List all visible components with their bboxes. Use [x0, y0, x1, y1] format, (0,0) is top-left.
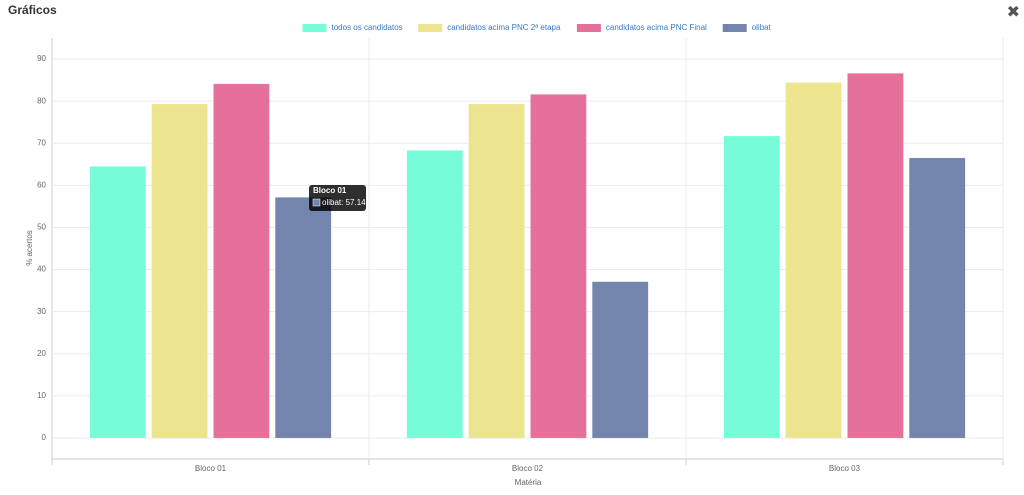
y-axis-label: % acertos — [25, 230, 34, 266]
y-tick-label: 20 — [37, 349, 46, 358]
y-tick-label: 30 — [37, 307, 46, 316]
bar — [89, 166, 146, 438]
y-tick-label: 90 — [37, 54, 46, 63]
close-button[interactable]: ✖ — [1006, 4, 1020, 21]
bar — [723, 136, 780, 438]
x-tick-label: Bloco 03 — [829, 464, 861, 473]
y-tick-label: 0 — [42, 433, 47, 442]
bar — [468, 104, 525, 438]
bar — [847, 73, 904, 438]
y-tick-label: 50 — [37, 223, 46, 232]
y-tick-label: 80 — [37, 96, 46, 105]
tooltip-swatch — [312, 198, 321, 207]
bar — [785, 82, 842, 438]
tooltip-text: olibat: 57.14 — [322, 198, 366, 207]
x-tick-label: Bloco 01 — [195, 464, 227, 473]
legend-swatch — [418, 24, 443, 32]
y-tick-label: 60 — [37, 180, 46, 189]
header-title: Gráficos — [8, 3, 57, 17]
bar — [530, 94, 587, 438]
legend-label[interactable]: candidatos acima PNC 2ª etapa — [447, 23, 561, 32]
bar — [592, 281, 649, 438]
y-tick-label: 70 — [37, 138, 46, 147]
legend-label[interactable]: olibat — [752, 23, 772, 32]
legend-swatch — [722, 24, 747, 32]
y-tick-label: 40 — [37, 265, 46, 274]
tooltip-title: Bloco 01 — [313, 186, 347, 195]
bar — [909, 157, 966, 438]
x-tick-label: Bloco 02 — [512, 464, 544, 473]
legend-swatch — [576, 24, 601, 32]
legend-label[interactable]: candidatos acima PNC Final — [606, 23, 707, 32]
bar — [213, 83, 270, 438]
legend-swatch — [302, 24, 327, 32]
legend-label[interactable]: todos os candidatos — [332, 23, 403, 32]
bar — [406, 150, 463, 438]
y-tick-label: 10 — [37, 391, 46, 400]
tooltip-box — [309, 185, 366, 211]
bar — [275, 197, 332, 438]
x-axis-label: Matéria — [515, 478, 542, 487]
bar — [151, 104, 208, 438]
